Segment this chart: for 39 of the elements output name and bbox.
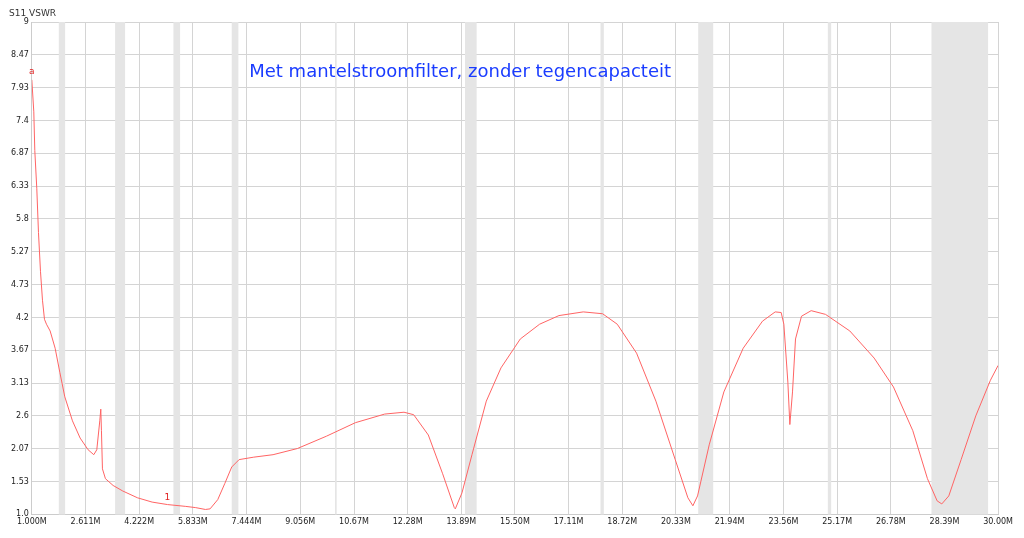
x-tick-label: 9.056M (285, 517, 316, 527)
y-axis-title: S11 VSWR (9, 7, 57, 18)
x-tick-label: 10.67M (339, 517, 370, 527)
x-tick-label: 12.28M (392, 517, 423, 527)
x-tick-label: 1.000M (16, 517, 47, 527)
y-tick-label: 9 (23, 17, 29, 27)
annotation: a (29, 66, 35, 77)
y-tick-label: 4.73 (11, 279, 29, 289)
y-tick-label: 2.07 (11, 443, 29, 453)
y-tick-label: 5.8 (16, 214, 29, 224)
x-tick-label: 2.611M (70, 517, 101, 527)
y-tick-label: 3.13 (11, 378, 29, 388)
y-tick-label: 7.4 (16, 115, 29, 125)
y-tick-label: 5.27 (11, 246, 29, 256)
x-tick-label: 7.444M (231, 517, 262, 527)
y-tick-label: 3.67 (11, 345, 29, 355)
x-tick-label: 25.17M (822, 517, 853, 527)
x-tick-label: 4.222M (124, 517, 155, 527)
y-tick-label: 1.53 (11, 476, 29, 486)
annotation: 1 (164, 491, 171, 502)
x-tick-label: 15.50M (500, 517, 530, 527)
x-tick-label: 5.833M (177, 517, 208, 527)
y-tick-label: 8.47 (11, 49, 29, 59)
x-tick-label: 21.94M (714, 517, 745, 527)
x-tick-label: 17.11M (553, 517, 584, 527)
y-tick-label: 4.2 (16, 312, 29, 322)
y-tick-label: 1.0 (16, 509, 29, 519)
y-tick-label: 7.93 (11, 82, 29, 92)
x-tick-label: 28.39M (929, 517, 960, 527)
y-tick-label: 2.6 (16, 411, 29, 420)
text: Met mantelstroomfilter, zonder tegencapacteit (249, 59, 672, 81)
y-tick-label: 6.87 (11, 148, 29, 158)
x-tick-label: 20.33M (660, 517, 691, 527)
x-tick-label: 13.89M (446, 517, 477, 527)
x-tick-label: 23.56M (768, 517, 799, 527)
x-tick-label: 30.00M (983, 517, 1014, 527)
x-tick-label: 18.72M (607, 517, 638, 527)
x-tick-label: 26.78M (875, 517, 906, 527)
y-tick-label: 6.33 (11, 181, 29, 191)
